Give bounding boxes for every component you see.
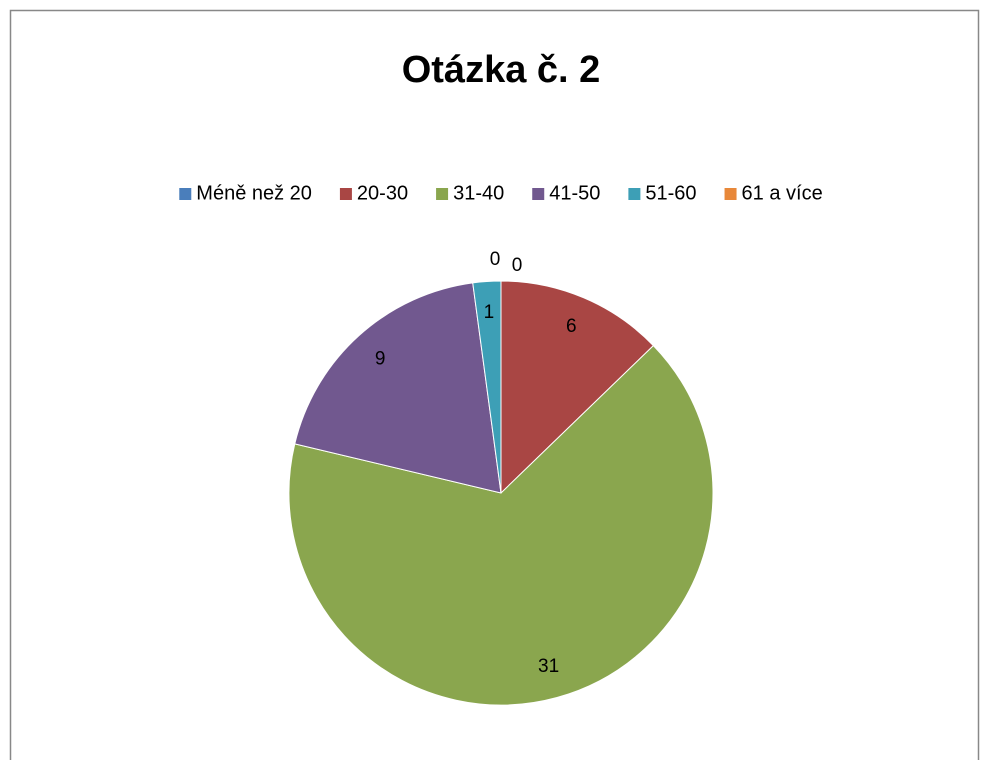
legend-label: 31-40: [453, 182, 504, 204]
pie-slice: [288, 344, 714, 706]
pie-slice: [294, 282, 502, 494]
data-label: 31: [538, 656, 559, 677]
legend-swatch: [532, 188, 545, 200]
pie-slice: [472, 280, 502, 494]
legend-swatch: [179, 188, 192, 200]
chart-title: Otázka č. 2: [402, 49, 601, 91]
data-label: 1: [484, 302, 495, 323]
legend-swatch: [628, 188, 641, 200]
data-label: 9: [375, 348, 386, 369]
legend-label: 41-50: [549, 182, 600, 204]
legend-label: 51-60: [645, 182, 696, 204]
data-label: 0: [490, 249, 501, 270]
legend-swatch: [339, 188, 352, 200]
pie-slice: [500, 280, 655, 495]
legend-label: 61 a více: [742, 182, 823, 204]
legend-swatch: [436, 188, 449, 200]
legend-label: Méně než 20: [196, 182, 312, 204]
data-label: 0: [512, 255, 523, 276]
data-label: 6: [566, 316, 577, 337]
legend-swatch: [724, 188, 737, 200]
legend-label: 20-30: [357, 182, 408, 204]
